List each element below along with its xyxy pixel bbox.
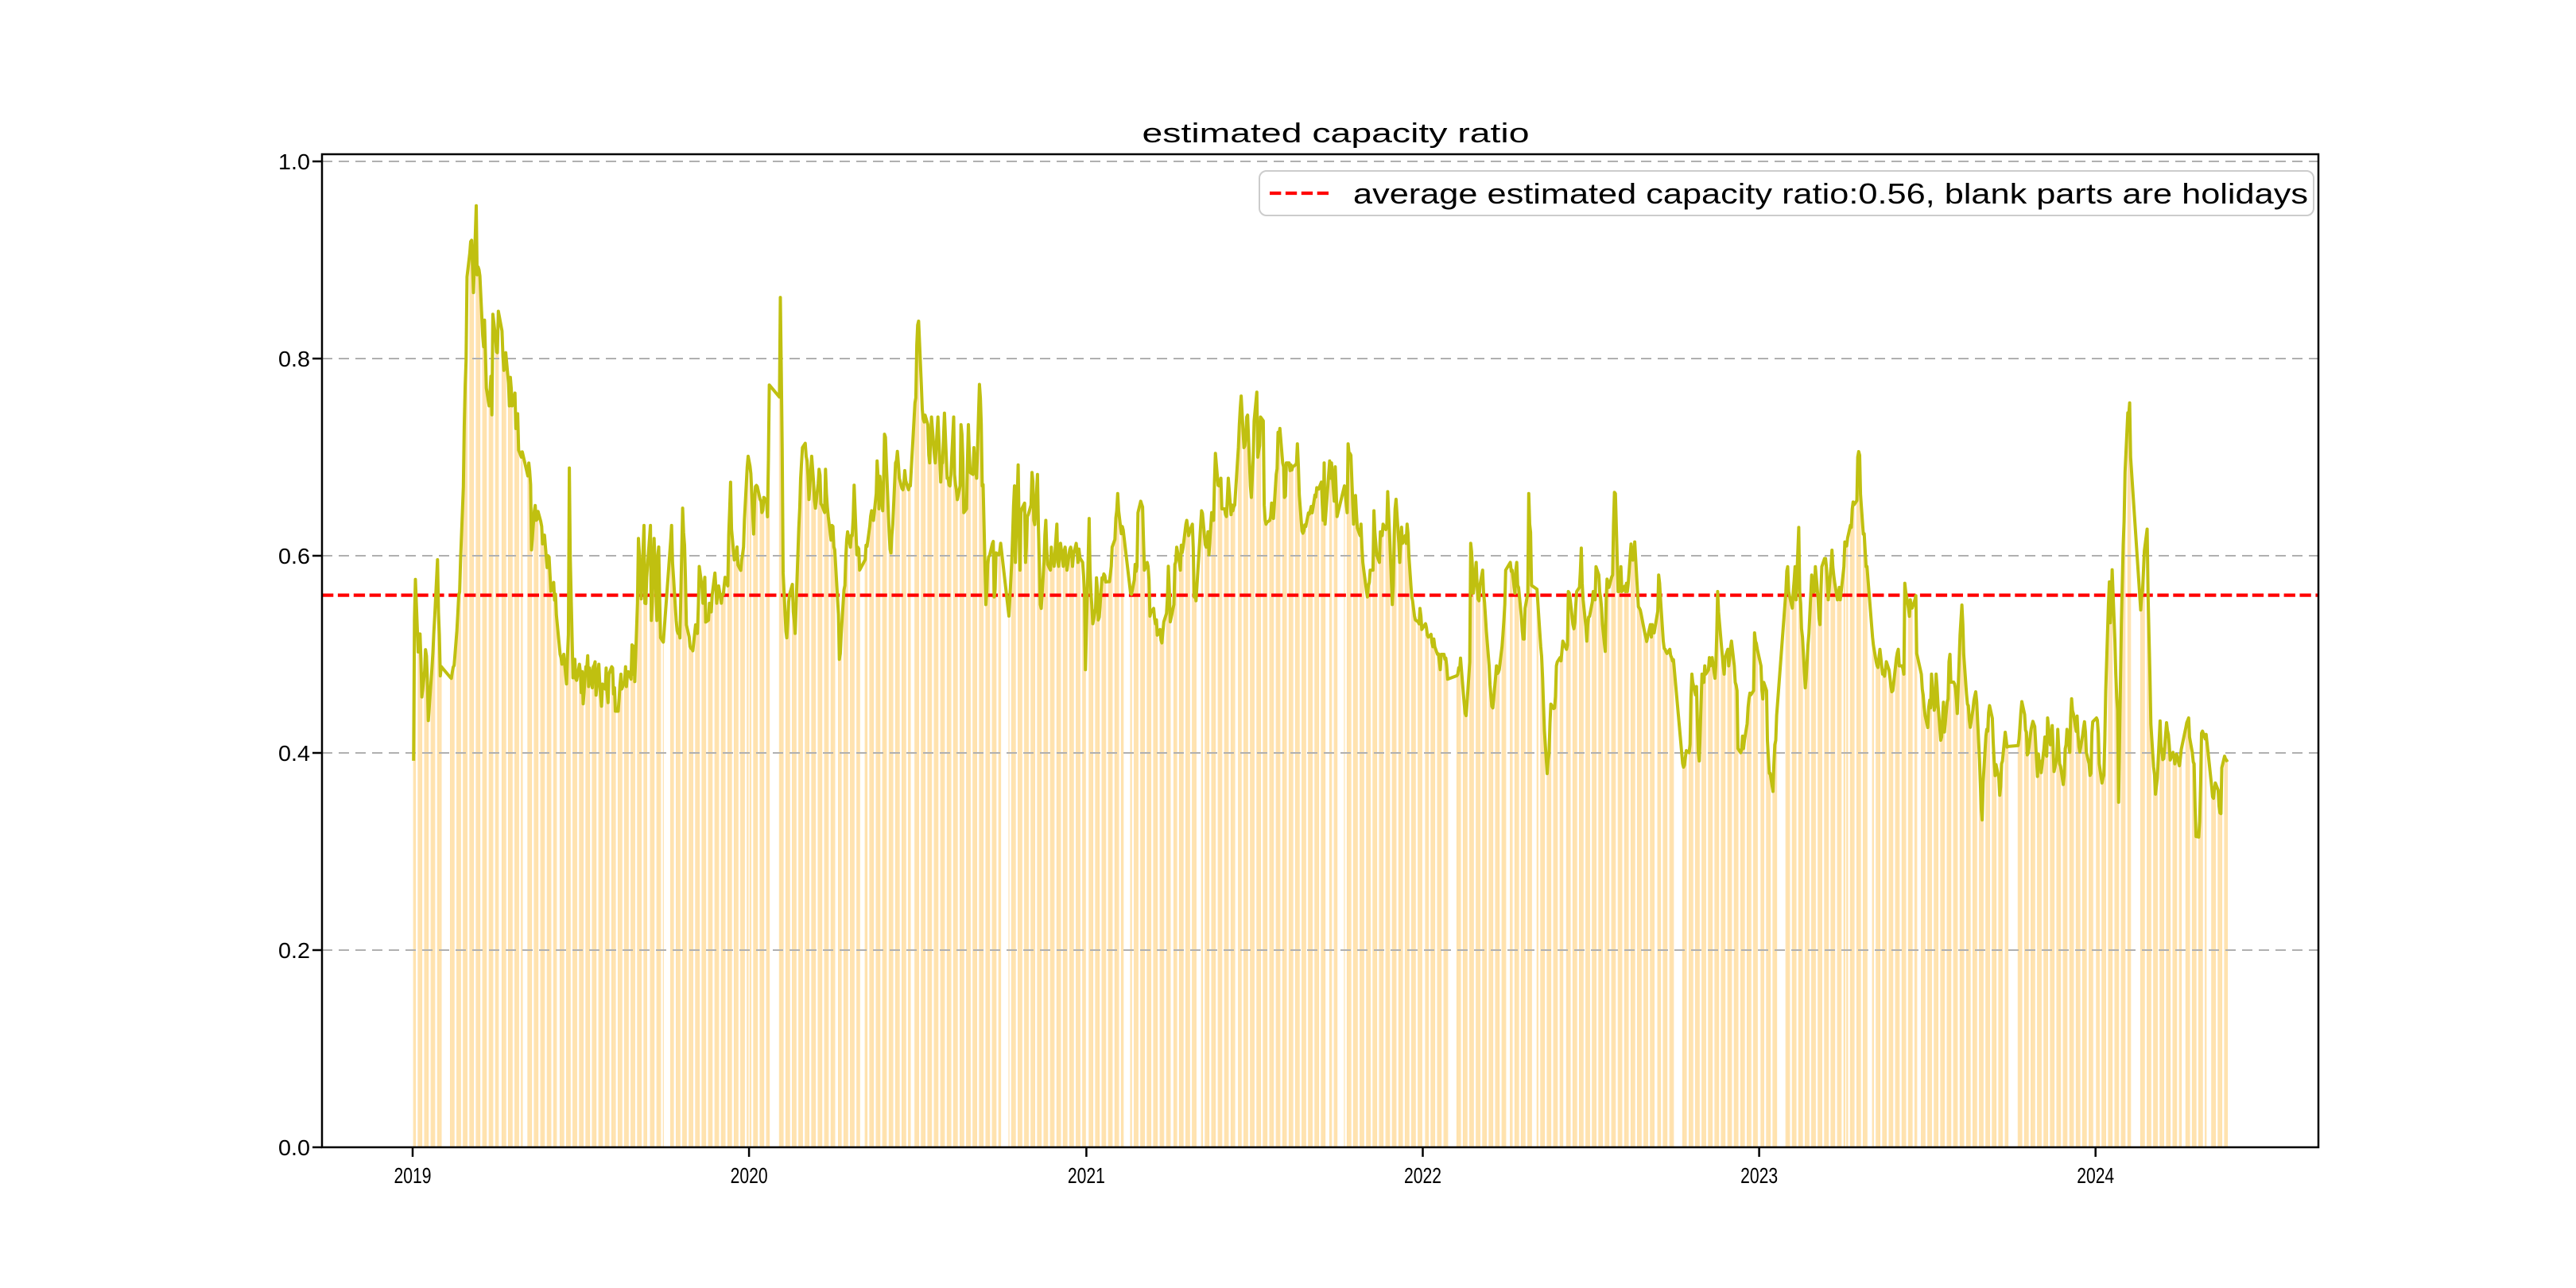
svg-text:0.0: 0.0: [278, 1135, 310, 1160]
svg-text:1.0: 1.0: [278, 149, 310, 174]
svg-text:estimated capacity ratio: estimated capacity ratio: [1143, 118, 1530, 149]
svg-text:2020: 2020: [731, 1163, 768, 1188]
svg-text:average estimated capacity rat: average estimated capacity ratio:0.56, b…: [1353, 177, 2308, 210]
svg-text:0.2: 0.2: [278, 938, 310, 963]
svg-text:2024: 2024: [2077, 1163, 2114, 1188]
svg-text:0.8: 0.8: [278, 347, 310, 371]
svg-text:2021: 2021: [1068, 1163, 1105, 1188]
svg-text:0.6: 0.6: [278, 544, 310, 568]
svg-text:2023: 2023: [1740, 1163, 1778, 1188]
svg-text:2019: 2019: [394, 1163, 432, 1188]
svg-text:2022: 2022: [1404, 1163, 1441, 1188]
svg-text:0.4: 0.4: [278, 741, 310, 766]
